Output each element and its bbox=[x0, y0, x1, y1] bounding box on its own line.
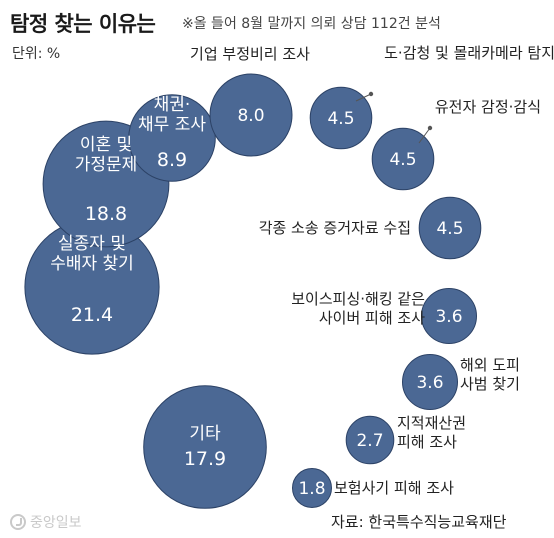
bubble-value: 1.8 bbox=[298, 479, 325, 499]
bubble bbox=[402, 354, 458, 410]
bubble-label: 유전자 감정·감식 bbox=[435, 98, 541, 116]
bubble-value: 4.5 bbox=[327, 109, 354, 129]
bubble-label: 도·감청 및 몰래카메라 탐지 bbox=[384, 44, 554, 62]
logo-icon bbox=[10, 514, 26, 530]
publisher-logo: 중앙일보 bbox=[10, 512, 82, 532]
bubble-label: 피해 조사 bbox=[397, 433, 457, 451]
bubble-label: 지적재산권 bbox=[397, 414, 466, 432]
bubble-label: 수배자 찾기 bbox=[50, 254, 134, 274]
bubble-label: 보이스피싱·해킹 같은 bbox=[291, 290, 425, 308]
bubble-label: 실종자 및 bbox=[58, 234, 126, 254]
bubble bbox=[309, 86, 373, 150]
bubble bbox=[128, 94, 216, 182]
bubble-value: 8.9 bbox=[157, 149, 187, 171]
source-note: 자료: 한국특수직능교육재단 bbox=[331, 513, 507, 531]
bubble bbox=[143, 385, 267, 509]
bubble bbox=[292, 468, 332, 508]
bubble-label: 채권· bbox=[154, 95, 191, 115]
leader-dot bbox=[427, 125, 433, 131]
bubble-value: 8.0 bbox=[237, 106, 264, 126]
leader-line bbox=[355, 93, 372, 102]
bubble bbox=[371, 127, 435, 191]
chart-header: 탐정 찾는 이유는 ※올 들어 8월 말까지 의뢰 상담 112건 분석 단위:… bbox=[0, 0, 554, 62]
bubble-value: 4.5 bbox=[389, 150, 416, 170]
unit-label: 단위: % bbox=[12, 46, 61, 62]
bubble-label: 해외 도피 bbox=[460, 356, 520, 374]
bubble bbox=[209, 73, 293, 157]
bubble-label: 채무 조사 bbox=[138, 115, 206, 135]
bubble-layer bbox=[24, 73, 482, 509]
bubble-value: 3.6 bbox=[435, 307, 462, 327]
bubble-label: 사이버 피해 조사 bbox=[319, 309, 425, 327]
bubble-label: 사범 찾기 bbox=[460, 375, 520, 393]
chart-title: 탐정 찾는 이유는 bbox=[10, 12, 156, 36]
chart-subtitle: ※올 들어 8월 말까지 의뢰 상담 112건 분석 bbox=[182, 16, 441, 32]
bubble-value: 17.9 bbox=[184, 448, 226, 470]
bubble-label: 가정문제 bbox=[75, 155, 138, 175]
bubble-value: 3.6 bbox=[416, 373, 443, 393]
bubble-value: 21.4 bbox=[71, 304, 113, 326]
bubble-label: 각종 소송 증거자료 수집 bbox=[259, 219, 411, 237]
leader-dot bbox=[368, 91, 374, 97]
bubble-label: 기타 bbox=[189, 424, 221, 444]
bubble-value: 4.5 bbox=[436, 219, 463, 239]
bubble bbox=[418, 196, 482, 260]
bubble-value: 2.7 bbox=[356, 431, 383, 451]
bubble-label: 보험사기 피해 조사 bbox=[334, 479, 454, 497]
bubble-label: 이혼 및 bbox=[80, 135, 132, 155]
bubble-label: 기업 부정비리 조사 bbox=[190, 45, 310, 63]
logo-text: 중앙일보 bbox=[30, 515, 82, 531]
bubble bbox=[421, 288, 477, 344]
bubble-value: 18.8 bbox=[85, 203, 127, 225]
bubble bbox=[345, 415, 395, 465]
leader-line bbox=[418, 127, 431, 144]
